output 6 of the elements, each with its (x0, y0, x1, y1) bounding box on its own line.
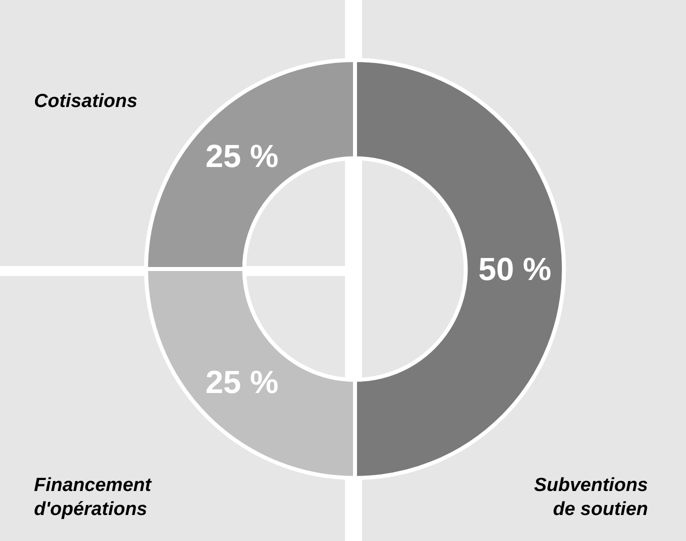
slice-label: Financement d'opérations (34, 474, 153, 522)
slice-label: Cotisations (34, 90, 138, 114)
data-label: 25 % (206, 138, 278, 174)
slice-label: Subventions de soutien (532, 474, 648, 522)
data-label: 25 % (206, 364, 278, 400)
data-label: 50 % (478, 251, 552, 288)
